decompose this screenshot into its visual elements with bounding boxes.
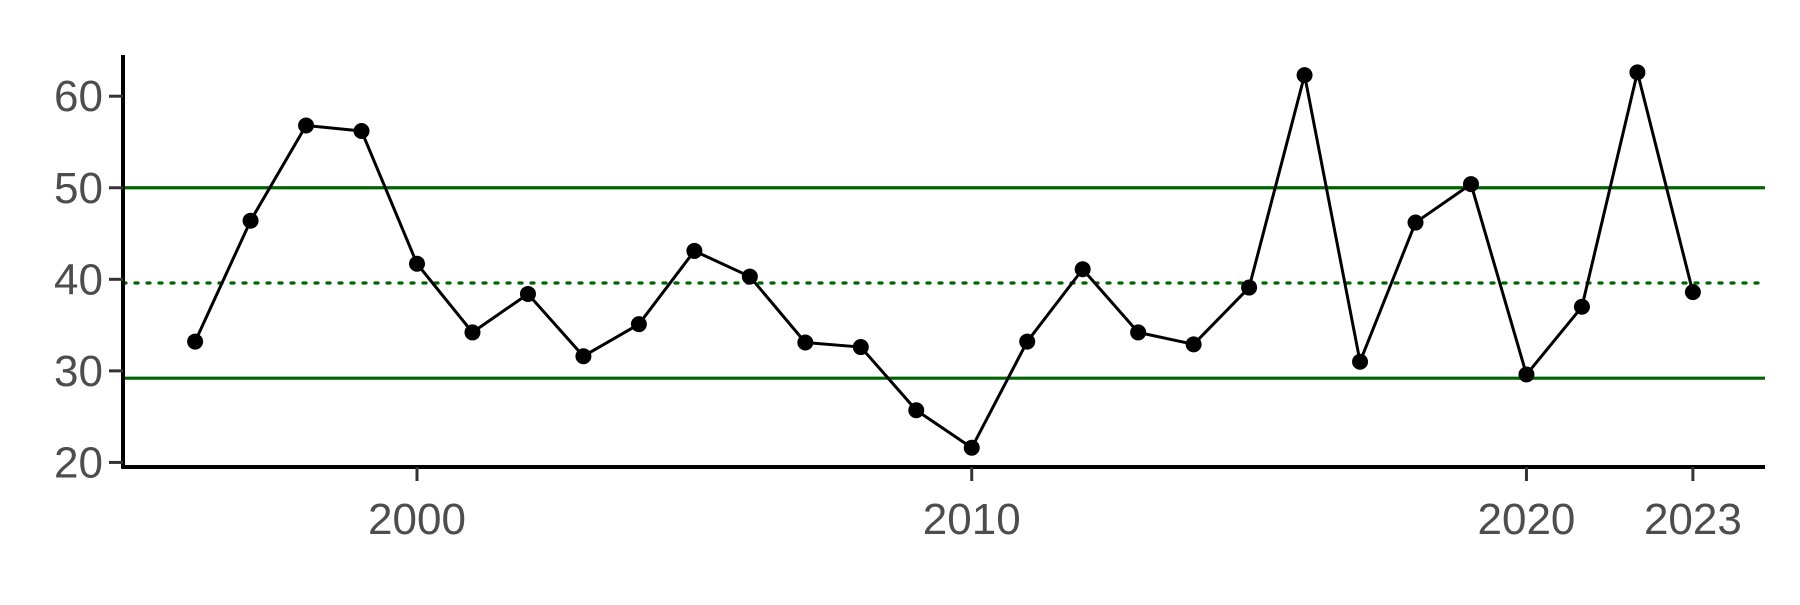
data-point [1462,176,1479,193]
series-line [193,70,1695,450]
data-point [1352,353,1369,370]
data-point [1407,214,1424,231]
data-point [797,334,814,351]
x-tick-label: 2020 [1478,495,1576,544]
data-point [741,268,758,285]
data-point [409,255,426,272]
y-tick-label: 40 [54,255,103,304]
axes [109,55,1765,481]
data-point [1185,336,1202,353]
data-point [298,117,315,134]
data-point [908,402,925,419]
data-point [519,285,536,302]
data-point [464,324,481,341]
data-point [1296,67,1313,84]
y-tick-label: 30 [54,347,103,396]
y-tick-label: 60 [54,72,103,121]
data-point [187,333,204,350]
data-point [1074,261,1091,278]
data-point [1130,324,1147,341]
data-series [187,64,1701,456]
data-point [686,242,703,259]
data-point [630,316,647,333]
data-point [963,439,980,456]
x-tick-label: 2000 [368,495,466,544]
data-point [1573,298,1590,315]
data-point [1684,284,1701,301]
data-point [852,339,869,356]
data-point [1629,64,1646,81]
tick-labels: 20 30 40 50 60 2000 2010 2020 2023 [54,72,1742,544]
data-point [1019,333,1036,350]
data-point [242,212,259,229]
x-tick-label: 2010 [923,495,1021,544]
data-point [575,348,592,365]
reference-lines [121,186,1767,380]
y-tick-label: 50 [54,164,103,213]
y-tick-label: 20 [54,438,103,487]
data-point [1241,279,1258,296]
x-tick-label: 2023 [1644,495,1742,544]
data-point [1518,366,1535,383]
data-point [353,122,370,139]
